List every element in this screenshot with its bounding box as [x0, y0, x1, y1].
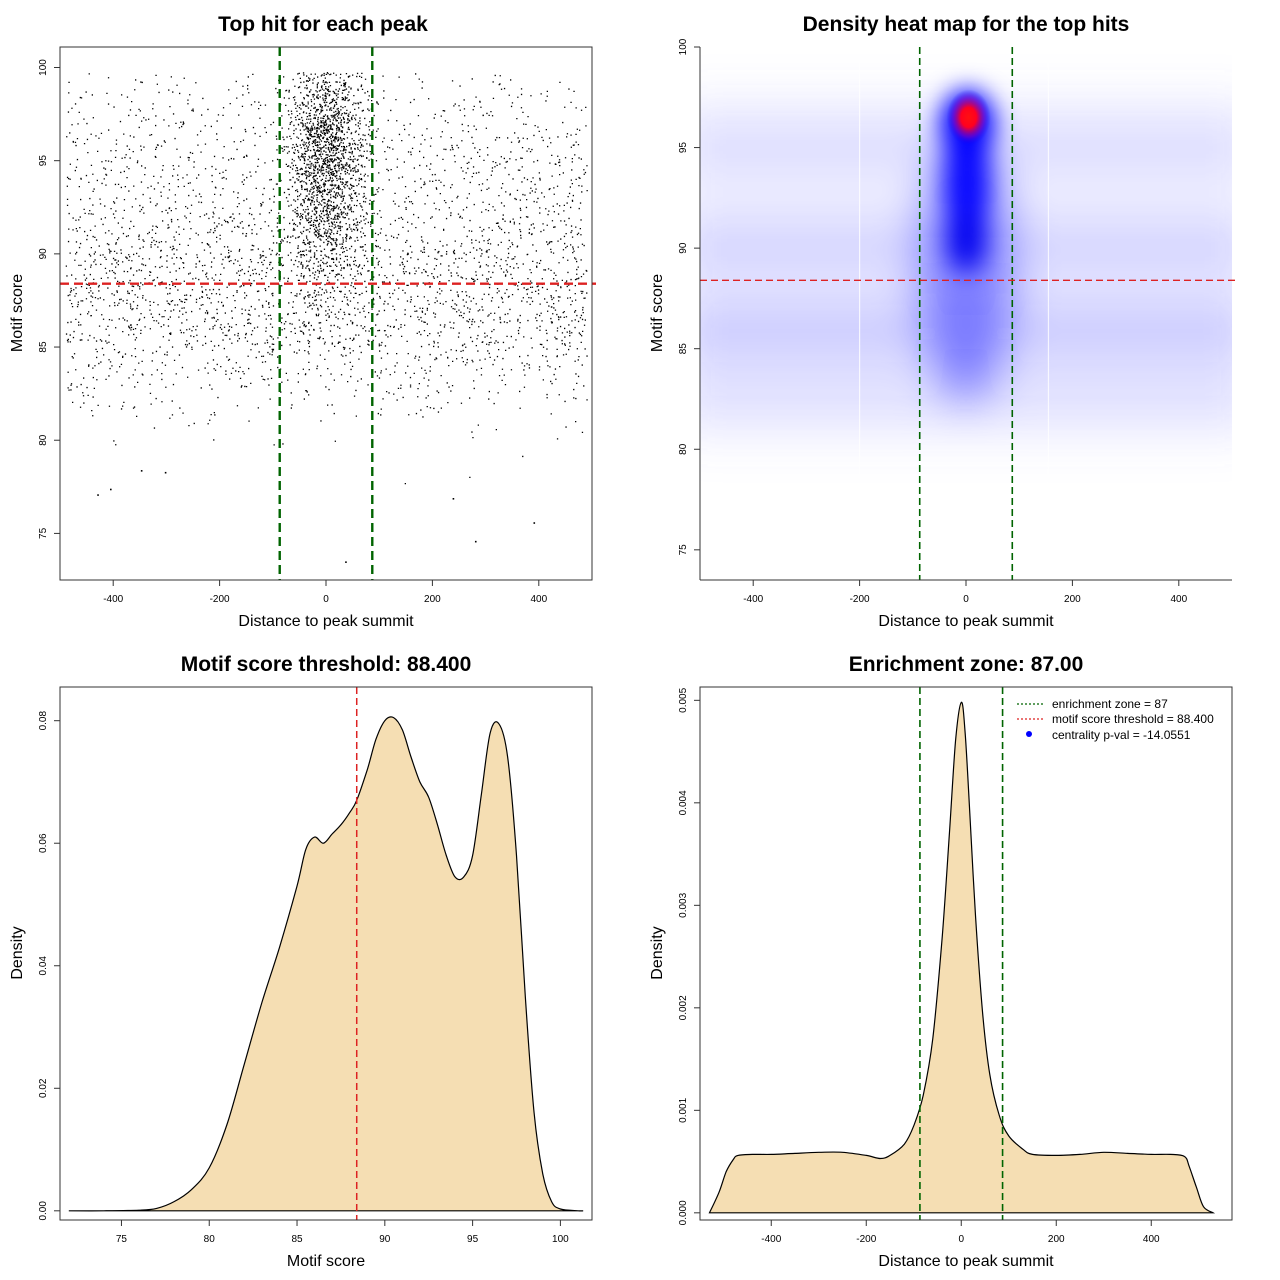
heatmap-y-axis: 75 80 85 90 95 100 — [678, 38, 700, 555]
x-tick-label: -200 — [850, 594, 870, 605]
x-tick-label: 75 — [116, 1234, 128, 1245]
scatter-point-cloud — [65, 72, 588, 485]
y-tick-label: 85 — [38, 341, 49, 353]
distance-density-curve — [708, 701, 1216, 1214]
distance-y-axis: 0.000 0.001 0.002 0.003 0.004 0.005 — [678, 687, 700, 1225]
distance-density-panel: Enrichment zone: 87.00 -400 -200 0 200 400 0… — [649, 653, 1233, 1270]
scatter-y-axis: 75 80 85 90 95 100 — [38, 59, 60, 539]
distance-x-axis: -400 -200 0 200 400 — [761, 1220, 1160, 1245]
score-y-axis: 0.00 0.02 0.04 0.06 0.08 — [38, 711, 60, 1221]
scatter-outlier-point — [164, 471, 167, 474]
x-tick-label: 85 — [291, 1234, 303, 1245]
heatmap-y-label: Motif score — [649, 274, 666, 352]
scatter-outlier-point — [110, 488, 112, 491]
scatter-outlier-point — [452, 498, 455, 500]
scatter-title: Top hit for each peak — [218, 13, 428, 36]
heatmap-x-label: Distance to peak summit — [878, 613, 1054, 630]
scatter-y-label: Motif score — [9, 274, 26, 352]
scatter-outlier-point — [97, 494, 99, 496]
y-tick-label: 0.04 — [38, 956, 49, 976]
x-tick-label: -200 — [856, 1234, 876, 1245]
heatmap-x-axis: -400 -200 0 200 400 — [743, 580, 1188, 605]
scatter-panel: Top hit for each peak -400 -200 0 200 400 75… — [9, 13, 596, 630]
y-tick-label: 0.001 — [678, 1097, 689, 1122]
scatter-points — [65, 72, 588, 563]
x-tick-label: 200 — [1048, 1234, 1065, 1245]
scatter-outlier-point — [533, 522, 536, 524]
score-plot-box — [59, 686, 593, 1221]
heatmap-seams — [858, 47, 1050, 580]
x-tick-label: 0 — [958, 1234, 964, 1245]
x-tick-label: -400 — [743, 594, 763, 605]
y-tick-label: 95 — [678, 142, 689, 154]
distance-x-label: Distance to peak summit — [878, 1253, 1054, 1270]
y-tick-label: 85 — [678, 343, 689, 355]
y-tick-label: 100 — [38, 59, 49, 76]
scatter-outlier-point — [140, 470, 143, 472]
x-tick-label: 200 — [424, 594, 441, 605]
heatmap-area — [700, 47, 1232, 580]
score-x-label: Motif score — [287, 1253, 365, 1270]
x-tick-label: 90 — [379, 1234, 391, 1245]
heatmap-hotspot — [946, 89, 991, 146]
score-density-curve — [68, 716, 584, 1212]
y-tick-label: 0.003 — [678, 892, 689, 917]
legend-blue-dot-key — [1026, 731, 1032, 737]
y-tick-label: 75 — [38, 527, 49, 539]
x-tick-label: -400 — [761, 1234, 781, 1245]
heatmap-lower-core — [946, 212, 987, 273]
score-density-title: Motif score threshold: 88.400 — [181, 653, 472, 676]
scatter-x-label: Distance to peak summit — [238, 613, 414, 630]
x-tick-label: 100 — [552, 1234, 569, 1245]
y-tick-label: 95 — [38, 155, 49, 167]
distance-legend: enrichment zone = 87 motif score thresho… — [1017, 697, 1214, 742]
scatter-outlier-point — [345, 561, 347, 563]
score-density-panel: Motif score threshold: 88.400 75 80 85 90 95… — [9, 653, 593, 1270]
legend-item-score-threshold: motif score threshold = 88.400 — [1052, 712, 1214, 726]
y-tick-label: 90 — [38, 248, 49, 260]
x-tick-label: 95 — [467, 1234, 479, 1245]
scatter-x-axis: -400 -200 0 200 400 — [103, 580, 548, 605]
y-tick-label: 0.06 — [38, 833, 49, 853]
y-tick-label: 0.004 — [678, 790, 689, 815]
y-tick-label: 0.002 — [678, 995, 689, 1020]
x-tick-label: 200 — [1064, 594, 1081, 605]
distance-density-title: Enrichment zone: 87.00 — [849, 653, 1084, 676]
heatmap-peak — [946, 89, 991, 146]
x-tick-label: 80 — [204, 1234, 216, 1245]
x-tick-label: 0 — [963, 594, 969, 605]
legend-item-centrality-pval: centrality p-val = -14.0551 — [1052, 728, 1191, 742]
distance-y-label: Density — [649, 926, 666, 979]
heatmap-panel: Density heat map for the top hits -400 -2… — [649, 13, 1236, 630]
y-tick-label: 0.02 — [38, 1078, 49, 1098]
x-tick-label: 400 — [1143, 1234, 1160, 1245]
score-y-label: Density — [9, 926, 26, 979]
x-tick-label: 0 — [323, 594, 329, 605]
y-tick-label: 0.000 — [678, 1200, 689, 1225]
x-tick-label: -200 — [210, 594, 230, 605]
x-tick-label: -400 — [103, 594, 123, 605]
x-tick-label: 400 — [530, 594, 547, 605]
legend-item-enrichment-zone: enrichment zone = 87 — [1052, 697, 1168, 711]
y-tick-label: 100 — [678, 38, 689, 55]
score-x-axis: 75 80 85 90 95 100 — [116, 1220, 569, 1245]
y-tick-label: 0.005 — [678, 687, 689, 712]
y-tick-label: 0.08 — [38, 711, 49, 731]
y-tick-label: 80 — [678, 443, 689, 455]
x-tick-label: 400 — [1170, 594, 1187, 605]
y-tick-label: 0.00 — [38, 1201, 49, 1221]
distance-plot-box — [699, 686, 1233, 1221]
y-tick-label: 90 — [678, 242, 689, 254]
y-tick-label: 75 — [678, 544, 689, 556]
scatter-outlier-point — [474, 540, 477, 543]
heatmap-title: Density heat map for the top hits — [803, 13, 1130, 36]
y-tick-label: 80 — [38, 434, 49, 446]
